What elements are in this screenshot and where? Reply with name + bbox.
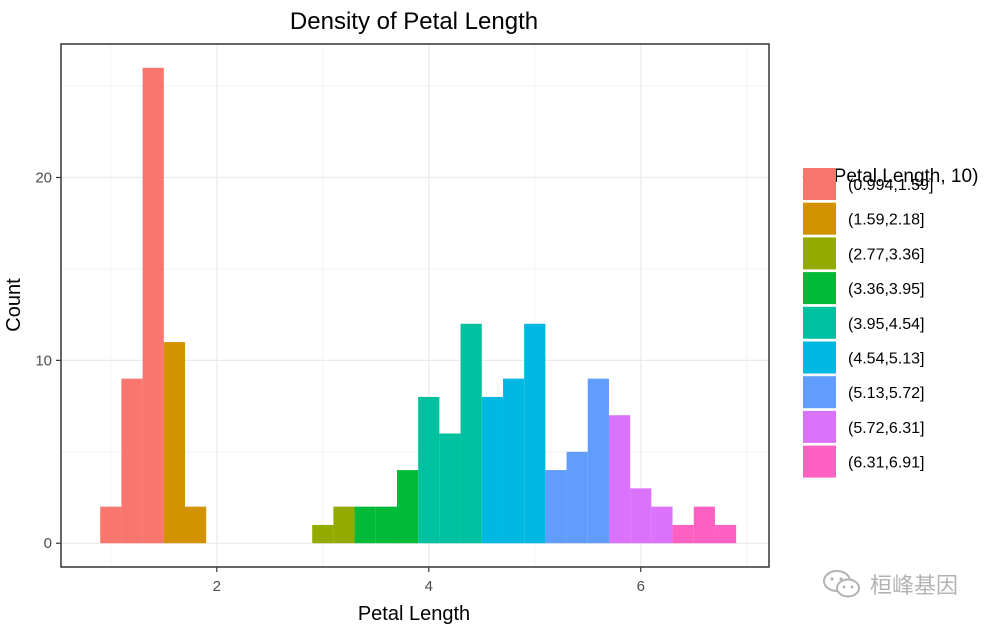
- histogram-bars: [100, 67, 737, 544]
- legend-swatch: [803, 237, 836, 270]
- histogram-bar: [100, 506, 122, 544]
- histogram-bar: [439, 433, 461, 544]
- legend-label: (4.54,5.13]: [848, 351, 925, 368]
- histogram-bar: [185, 506, 207, 544]
- legend-label: (2.77,3.36]: [848, 246, 925, 263]
- y-axis: 0 10 20: [35, 169, 61, 552]
- legend-label: (5.72,6.31]: [848, 420, 925, 437]
- histogram-bar: [587, 378, 609, 544]
- histogram-bar: [481, 396, 503, 544]
- x-axis: 2 4 6: [213, 567, 645, 595]
- histogram-bar: [651, 506, 673, 544]
- histogram-bar: [396, 470, 419, 544]
- legend-label: (1.59,2.18]: [848, 212, 925, 229]
- legend-label: (0.994,1.59]: [848, 177, 933, 194]
- x-tick-label: 2: [213, 578, 221, 595]
- histogram-bar: [714, 524, 737, 544]
- y-axis-title: Count: [3, 278, 25, 332]
- y-tick-label: 10: [35, 352, 52, 369]
- legend-title: cut(Petal.Length, 10): [802, 166, 978, 187]
- x-tick-label: 4: [425, 578, 433, 595]
- y-tick-label: 20: [35, 169, 52, 186]
- legend-swatch: [803, 410, 836, 443]
- histogram-bar: [524, 323, 546, 544]
- histogram-bar: [142, 67, 164, 544]
- legend-swatch: [803, 341, 836, 374]
- plot-panel: [60, 43, 770, 568]
- histogram-bar: [566, 451, 588, 544]
- histogram-bar: [163, 342, 186, 544]
- histogram-bar: [375, 506, 397, 544]
- histogram-bar: [608, 415, 631, 544]
- histogram-bar: [693, 506, 715, 544]
- legend-label: (3.36,3.95]: [848, 281, 925, 298]
- histogram-bar: [121, 378, 143, 544]
- y-tick-label: 0: [44, 535, 52, 552]
- histogram-bar: [545, 470, 567, 544]
- legend-label: (6.31,6.91]: [848, 455, 925, 472]
- legend-swatch: [803, 445, 836, 478]
- histogram-bar: [460, 323, 482, 544]
- legend-swatch: [803, 376, 836, 409]
- watermark: 桓峰基因: [822, 568, 958, 600]
- chart-title: Density of Petal Length: [290, 8, 538, 35]
- wechat-icon: [823, 570, 860, 598]
- histogram-bar: [333, 506, 355, 544]
- x-axis-title: Petal Length: [358, 603, 470, 625]
- x-tick-label: 6: [637, 578, 645, 595]
- legend-swatch: [803, 272, 836, 305]
- histogram-bar: [672, 524, 694, 544]
- legend: cut(Petal.Length, 10) (0.994,1.59] (1.59,…: [802, 166, 978, 478]
- histogram-bar: [502, 378, 525, 544]
- legend-swatch: [803, 306, 836, 339]
- legend-label: (5.13,5.72]: [848, 385, 925, 402]
- histogram-bar: [354, 506, 376, 544]
- legend-swatch: [803, 168, 836, 200]
- watermark-text: 桓峰基因: [870, 574, 959, 599]
- legend-label: (3.95,4.54]: [848, 316, 925, 333]
- panel-border: [60, 43, 770, 568]
- histogram-bar: [630, 488, 652, 544]
- histogram-bar: [418, 396, 440, 544]
- histogram-bar: [312, 524, 334, 544]
- legend-swatch: [803, 202, 836, 235]
